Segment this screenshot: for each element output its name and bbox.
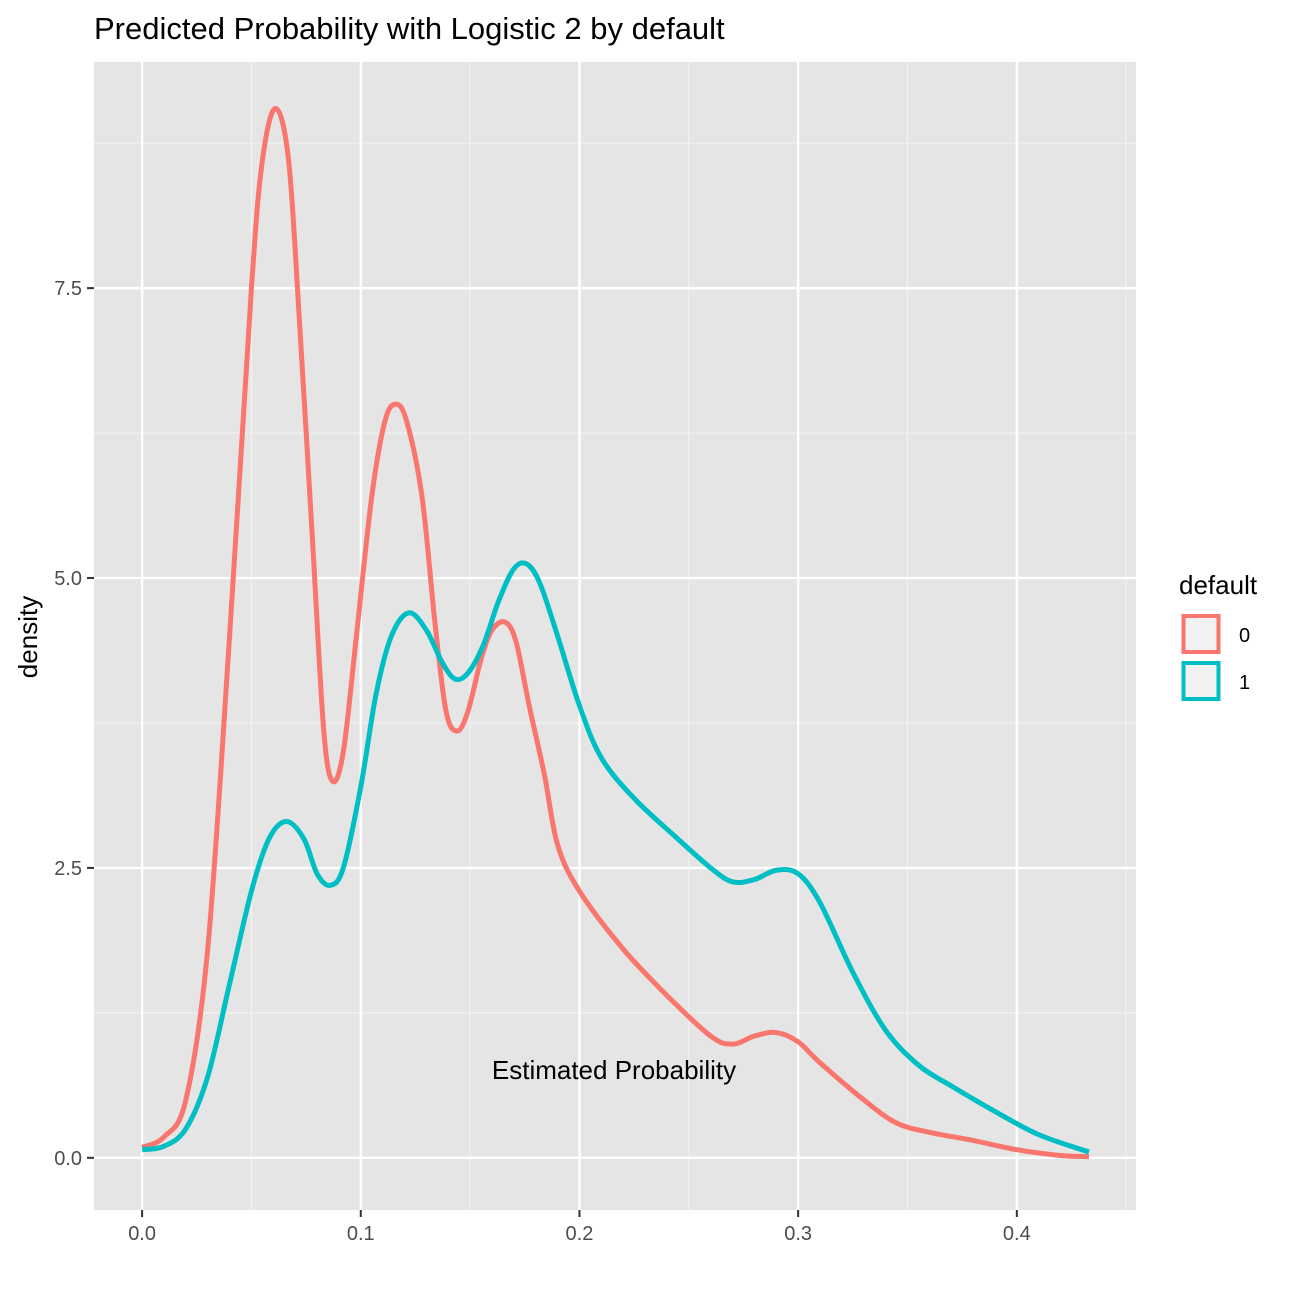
density-line-default-1: [141, 560, 1090, 1155]
chart-title: Predicted Probability with Logistic 2 by…: [94, 11, 725, 46]
y-axis-title: density: [13, 596, 43, 678]
legend-key-bg: [1182, 661, 1220, 701]
series-lines: [141, 105, 1090, 1160]
y-tick-label: 5.0: [54, 568, 82, 590]
density-line-default-0: [141, 105, 1090, 1160]
legend-label-0: 0: [1239, 625, 1250, 647]
x-axis: 0.0 0.1 0.2 0.3 0.4: [128, 1210, 1031, 1245]
legend-key-bg: [1182, 614, 1220, 654]
x-tick-label: 0.2: [566, 1223, 594, 1245]
legend: default 0 1: [1179, 570, 1258, 701]
minor-gridlines: [94, 62, 1136, 1210]
x-tick-label: 0.0: [128, 1223, 156, 1245]
plot-panel: [94, 62, 1136, 1210]
legend-title: default: [1179, 570, 1258, 600]
y-tick-label: 2.5: [54, 858, 82, 880]
x-tick-label: 0.1: [347, 1223, 375, 1245]
y-tick-label: 0.0: [54, 1148, 82, 1170]
x-axis-title: Estimated Probability: [492, 1055, 736, 1085]
x-tick-label: 0.4: [1003, 1223, 1031, 1245]
x-tick-label: 0.3: [784, 1223, 812, 1245]
major-gridlines: [94, 62, 1136, 1210]
y-axis: 0.0 2.5 5.0 7.5: [54, 278, 94, 1170]
legend-key-1: [1181, 661, 1221, 701]
legend-label-1: 1: [1239, 672, 1250, 694]
y-tick-label: 7.5: [54, 278, 82, 300]
legend-key-0: [1181, 614, 1221, 654]
